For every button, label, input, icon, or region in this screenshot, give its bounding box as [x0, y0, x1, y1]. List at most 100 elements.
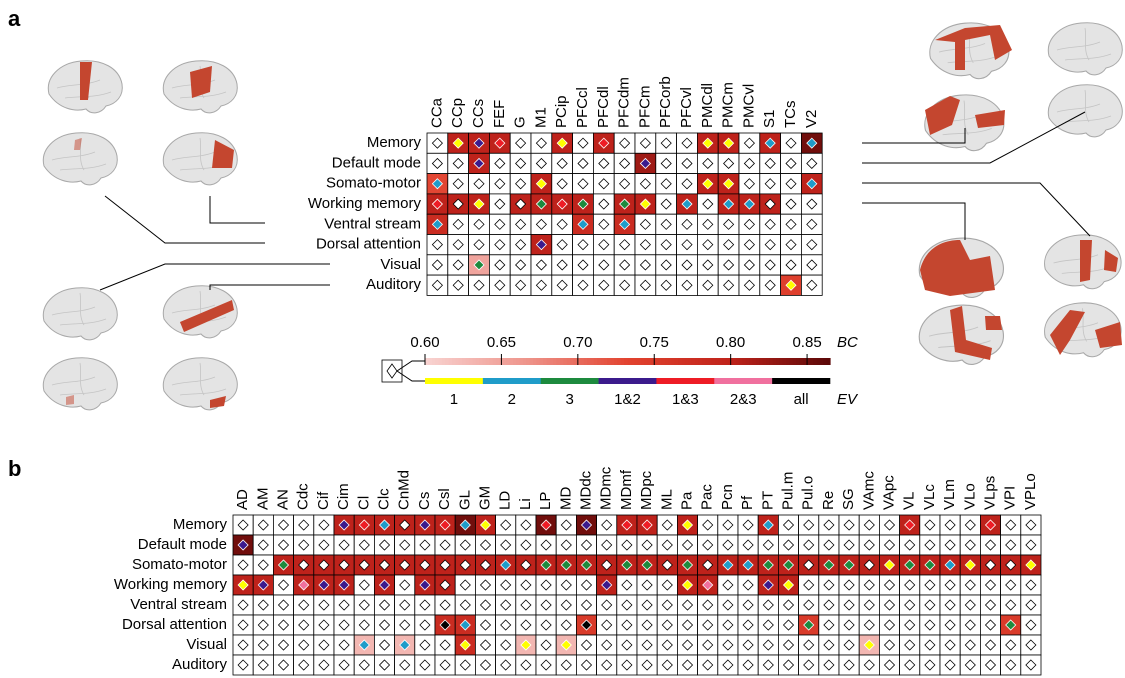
column-label: Cim — [335, 483, 352, 510]
ev-swatch — [483, 378, 541, 384]
column-label: Li — [517, 498, 534, 510]
column-label: AM — [254, 488, 271, 511]
column-label: FEF — [491, 100, 508, 128]
column-label: Re — [820, 491, 837, 510]
ev-label: 1&2 — [614, 391, 641, 408]
column-label: CCp — [449, 98, 466, 128]
column-label: VPLo — [1022, 473, 1039, 510]
column-label: MDmc — [598, 466, 615, 510]
column-label: Pac — [699, 484, 716, 510]
column-label: Cdc — [295, 483, 312, 510]
row-label: Dorsal attention — [316, 236, 421, 253]
ev-swatch — [425, 378, 483, 384]
colorbar-tick-label: 0.60 — [410, 334, 439, 351]
column-label: AN — [274, 489, 291, 510]
colorbar-tick-label: 0.70 — [563, 334, 592, 351]
row-label: Working memory — [308, 195, 422, 212]
row-label: Auditory — [366, 276, 422, 293]
row-label: Ventral stream — [130, 596, 227, 613]
column-label: PMCvl — [740, 84, 757, 128]
ev-swatch — [772, 378, 830, 384]
row-label: Somato-motor — [132, 556, 227, 573]
row-label: Default mode — [138, 536, 227, 553]
column-label: PFCcl — [574, 87, 591, 128]
column-label: LD — [497, 491, 514, 510]
column-label: GL — [456, 490, 473, 510]
column-label: VLo — [961, 483, 978, 510]
colorbar-tick-label: 0.75 — [640, 334, 669, 351]
panel-label: a — [8, 6, 21, 31]
ev-label: all — [794, 391, 809, 408]
row-label: Auditory — [172, 656, 228, 673]
row-label: Visual — [186, 636, 227, 653]
column-label: VPI — [1002, 486, 1019, 510]
column-label: MDmf — [618, 469, 635, 510]
column-label: PFCdm — [616, 77, 633, 128]
column-label: VLm — [941, 479, 958, 510]
colorbar-tick-label: 0.65 — [487, 334, 516, 351]
ev-swatch — [541, 378, 599, 384]
column-label: PFCvl — [678, 87, 695, 128]
column-label: Pcn — [719, 484, 736, 510]
column-label: VLps — [981, 476, 998, 510]
column-label: V2 — [803, 110, 820, 128]
figure: aCCaCCpCCsFEFGM1PCipPFCclPFCdlPFCdmPFCmP… — [0, 0, 1125, 678]
column-label: TCs — [782, 101, 799, 129]
column-label: Pul.o — [800, 476, 817, 510]
column-label: MDdc — [577, 470, 594, 510]
colorbar-tick-label: 0.80 — [716, 334, 745, 351]
column-label: Pa — [678, 491, 695, 510]
column-label: G — [512, 116, 529, 128]
row-label: Dorsal attention — [122, 616, 227, 633]
column-label: Pul.m — [779, 472, 796, 510]
column-label: VLc — [921, 484, 938, 510]
ev-swatch — [599, 378, 657, 384]
column-label: MD — [557, 487, 574, 510]
panel-label: b — [8, 456, 21, 481]
column-label: S1 — [761, 110, 778, 128]
ev-label: 3 — [565, 391, 573, 408]
column-label: CCa — [428, 97, 445, 128]
column-label: CnMd — [396, 470, 413, 510]
column-label: PFCdl — [595, 86, 612, 128]
column-label: Cl — [355, 496, 372, 510]
column-label: Cs — [416, 492, 433, 510]
column-label: PFCm — [636, 86, 653, 129]
column-label: PFCorb — [657, 76, 674, 128]
ev-label: 2 — [508, 391, 516, 408]
column-label: PT — [759, 491, 776, 510]
colorbar-slice — [827, 358, 831, 365]
column-label: Cif — [315, 491, 332, 510]
column-label: MDpc — [638, 470, 655, 510]
row-label: Memory — [367, 134, 422, 151]
column-label: VApc — [880, 475, 897, 510]
column-label: SG — [840, 488, 857, 510]
row-label: Default mode — [332, 154, 421, 171]
column-label: PCip — [553, 95, 570, 128]
column-label: CCs — [470, 99, 487, 128]
column-label: Clc — [375, 488, 392, 510]
column-label: M1 — [532, 107, 549, 128]
column-label: GM — [476, 486, 493, 510]
row-label: Memory — [173, 516, 228, 533]
ev-swatch — [714, 378, 772, 384]
column-label: AD — [234, 489, 251, 510]
column-label: VL — [901, 492, 918, 510]
row-label: Ventral stream — [324, 215, 421, 232]
column-label: ML — [658, 489, 675, 510]
column-label: Pf — [739, 495, 756, 510]
ev-label: 2&3 — [730, 391, 757, 408]
ev-label: 1&3 — [672, 391, 699, 408]
row-label: Somato-motor — [326, 175, 421, 192]
ev-label-title: EV — [837, 391, 859, 408]
row-label: Visual — [380, 256, 421, 273]
bc-label: BC — [837, 334, 858, 351]
legend-key — [382, 360, 425, 382]
column-label: VAmc — [860, 471, 877, 510]
column-label: Csl — [436, 488, 453, 510]
column-label: PMCm — [720, 82, 737, 128]
row-label: Working memory — [114, 576, 228, 593]
column-label: PMCdl — [699, 83, 716, 128]
ev-swatch — [656, 378, 714, 384]
ev-label: 1 — [450, 391, 458, 408]
